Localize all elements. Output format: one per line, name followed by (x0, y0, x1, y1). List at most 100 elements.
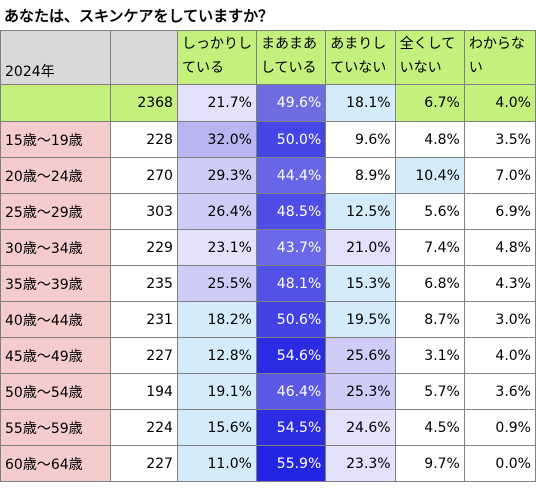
age-group-label: 40歳～44歳 (0, 301, 112, 338)
cell-value: 44.4% (255, 157, 327, 194)
column-header: 全くして いない (394, 30, 465, 85)
cell-value: 12.5% (325, 193, 396, 230)
total-value: 18.1% (325, 84, 396, 122)
cell-value: 23.1% (176, 229, 257, 266)
cell-value: 3.0% (463, 301, 536, 338)
table-row: 55歳～59歳 224 15.6% 54.5% 24.6% 4.5% 0.9% (0, 409, 536, 446)
column-header-line: しっかりし (181, 36, 252, 52)
column-header-line: ていない (330, 60, 387, 76)
cell-value: 23.3% (325, 445, 396, 482)
cell-value: 6.8% (394, 265, 465, 302)
cell-value: 25.3% (325, 373, 396, 410)
total-value: 6.7% (394, 84, 465, 122)
total-value: 21.7% (176, 84, 257, 122)
cell-value: 9.7% (394, 445, 465, 482)
cell-value: 55.9% (255, 445, 327, 482)
row-count: 194 (110, 373, 178, 410)
total-label (0, 84, 112, 122)
column-header-line: わからな (468, 36, 525, 52)
column-header: あまりし ていない (325, 30, 396, 85)
cell-value: 48.5% (255, 193, 327, 230)
age-group-label: 30歳～34歳 (0, 229, 112, 266)
row-count: 229 (110, 229, 178, 266)
cell-value: 6.9% (463, 193, 536, 230)
age-group-label: 60歳～64歳 (0, 445, 112, 482)
cell-value: 4.5% (394, 409, 465, 446)
table-row: 30歳～34歳 229 23.1% 43.7% 21.0% 7.4% 4.8% (0, 229, 536, 266)
cell-value: 54.5% (255, 409, 327, 446)
cell-value: 26.4% (176, 193, 257, 230)
cell-value: 0.9% (463, 409, 536, 446)
cell-value: 43.7% (255, 229, 327, 266)
row-count: 228 (110, 121, 178, 158)
count-header (110, 30, 178, 85)
table-row: 15歳～19歳 228 32.0% 50.0% 9.6% 4.8% 3.5% (0, 121, 536, 158)
cell-value: 5.7% (394, 373, 465, 410)
cell-value: 25.5% (176, 265, 257, 302)
cell-value: 12.8% (176, 337, 257, 374)
age-group-label: 20歳～24歳 (0, 157, 112, 194)
cell-value: 21.0% (325, 229, 396, 266)
cell-value: 50.0% (255, 121, 327, 158)
cell-value: 5.6% (394, 193, 465, 230)
cell-value: 15.6% (176, 409, 257, 446)
year-label: 2024年 (0, 30, 112, 85)
row-count: 227 (110, 337, 178, 374)
cell-value: 7.4% (394, 229, 465, 266)
cell-value: 50.6% (255, 301, 327, 338)
cell-value: 3.1% (394, 337, 465, 374)
age-group-label: 45歳～49歳 (0, 337, 112, 374)
cell-value: 0.0% (463, 445, 536, 482)
cell-value: 29.3% (176, 157, 257, 194)
total-value: 4.0% (463, 84, 536, 122)
total-row: 2368 21.7% 49.6% 18.1% 6.7% 4.0% (0, 84, 536, 122)
row-count: 303 (110, 193, 178, 230)
cell-value: 18.2% (176, 301, 257, 338)
row-count: 231 (110, 301, 178, 338)
cell-value: 4.3% (463, 265, 536, 302)
header-row: 2024年 しっかりし ている まあまあ している あまりし ていない 全くして いない わからな… (0, 30, 536, 85)
column-header: まあまあ している (255, 30, 327, 85)
table-row: 50歳～54歳 194 19.1% 46.4% 25.3% 5.7% 3.6% (0, 373, 536, 410)
cell-value: 25.6% (325, 337, 396, 374)
age-group-label: 25歳～29歳 (0, 193, 112, 230)
cell-value: 15.3% (325, 265, 396, 302)
cell-value: 3.6% (463, 373, 536, 410)
column-header-line: 全くして (399, 36, 456, 52)
cell-value: 4.0% (463, 337, 536, 374)
column-header-line: ている (181, 60, 224, 76)
cell-value: 7.0% (463, 157, 536, 194)
column-header-line: あまりし (330, 36, 387, 52)
table-row: 60歳～64歳 227 11.0% 55.9% 23.3% 9.7% 0.0% (0, 445, 536, 482)
cell-value: 19.5% (325, 301, 396, 338)
table-row: 40歳～44歳 231 18.2% 50.6% 19.5% 8.7% 3.0% (0, 301, 536, 338)
table-row: 25歳～29歳 303 26.4% 48.5% 12.5% 5.6% 6.9% (0, 193, 536, 230)
column-header-line: している (260, 60, 317, 76)
column-header: わからない (463, 30, 536, 85)
column-header: しっかりし ている (176, 30, 257, 85)
total-count: 2368 (110, 84, 178, 122)
cell-value: 32.0% (176, 121, 257, 158)
column-header-line: いない (399, 60, 442, 76)
row-count: 270 (110, 157, 178, 194)
cell-value: 9.6% (325, 121, 396, 158)
cell-value: 8.9% (325, 157, 396, 194)
cell-value: 3.5% (463, 121, 536, 158)
cell-value: 48.1% (255, 265, 327, 302)
data-table: 2024年 しっかりし ている まあまあ している あまりし ていない 全くして いない わからな… (0, 30, 536, 482)
cell-value: 8.7% (394, 301, 465, 338)
column-header-line: まあまあ (260, 36, 317, 52)
table-row: 35歳～39歳 235 25.5% 48.1% 15.3% 6.8% 4.3% (0, 265, 536, 302)
row-count: 235 (110, 265, 178, 302)
page-title: あなたは、スキンケアをしていますか？ (4, 7, 274, 25)
row-count: 227 (110, 445, 178, 482)
age-group-label: 55歳～59歳 (0, 409, 112, 446)
age-group-label: 35歳～39歳 (0, 265, 112, 302)
cell-value: 4.8% (463, 229, 536, 266)
cell-value: 10.4% (394, 157, 465, 194)
row-count: 224 (110, 409, 178, 446)
cell-value: 11.0% (176, 445, 257, 482)
cell-value: 24.6% (325, 409, 396, 446)
column-header-line: い (468, 60, 483, 76)
table-row: 45歳～49歳 227 12.8% 54.6% 25.6% 3.1% 4.0% (0, 337, 536, 374)
